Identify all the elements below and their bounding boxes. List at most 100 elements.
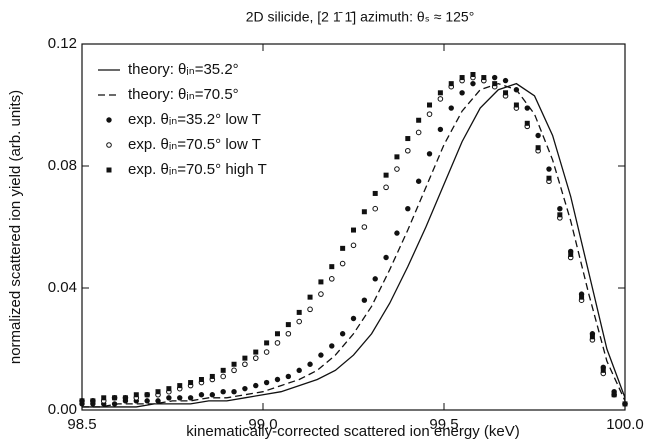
legend-label: exp. θᵢₙ=35.2° low T (128, 111, 261, 128)
legend-label: theory: θᵢₙ=35.2° (128, 61, 239, 78)
marker (383, 172, 389, 178)
marker (144, 392, 150, 398)
series-line (82, 82, 626, 408)
legend-swatch (106, 167, 112, 173)
marker (101, 395, 107, 401)
marker (177, 383, 183, 389)
marker (524, 105, 530, 111)
marker (361, 209, 367, 215)
marker (524, 120, 530, 126)
marker (448, 81, 454, 87)
marker (187, 395, 194, 401)
marker (459, 75, 465, 81)
marker (231, 361, 237, 367)
marker (318, 279, 324, 285)
marker (79, 398, 85, 404)
plot-frame (81, 43, 626, 411)
marker (600, 367, 606, 373)
marker (546, 175, 552, 181)
x-axis-label: kinematically-corrected scattered ion en… (186, 423, 519, 440)
marker (470, 72, 476, 77)
marker (383, 254, 389, 261)
marker (426, 111, 433, 117)
marker (546, 166, 552, 172)
marker (253, 349, 259, 355)
marker (339, 260, 346, 267)
marker (491, 74, 498, 81)
marker (437, 96, 444, 102)
marker (231, 367, 237, 374)
marker (350, 315, 357, 322)
marker (112, 395, 118, 401)
marker (361, 297, 368, 303)
marker (535, 132, 541, 139)
marker (296, 367, 302, 374)
marker (351, 227, 356, 233)
marker (274, 340, 281, 346)
marker (437, 126, 444, 133)
marker (513, 102, 519, 108)
marker (90, 398, 96, 404)
legend-swatch (106, 142, 112, 148)
marker (307, 306, 313, 313)
legend-label: exp. θᵢₙ=70.5° low T (128, 136, 261, 153)
marker (209, 373, 215, 379)
marker (415, 129, 422, 136)
marker (220, 367, 226, 373)
marker (285, 373, 292, 380)
legend-swatch (106, 117, 112, 123)
marker (220, 389, 226, 395)
marker (133, 392, 139, 398)
marker (350, 242, 357, 249)
y-tick-label: 0.12 (48, 35, 77, 52)
marker (372, 190, 378, 196)
marker (242, 361, 248, 368)
marker (252, 355, 259, 361)
marker (415, 178, 422, 184)
marker (307, 361, 313, 367)
marker (568, 251, 574, 257)
x-tick-label: 100.0 (606, 416, 644, 433)
marker (155, 389, 161, 395)
marker (220, 373, 226, 380)
marker (481, 75, 487, 81)
x-tick-label: 99.0 (248, 416, 277, 433)
marker (383, 184, 389, 191)
marker (589, 334, 595, 340)
marker (177, 395, 183, 401)
legend-label: exp. θᵢₙ=70.5° high T (128, 161, 267, 178)
marker (263, 349, 270, 355)
marker (557, 212, 563, 218)
marker (328, 276, 335, 282)
marker (296, 309, 302, 315)
marker (513, 87, 520, 93)
marker (394, 154, 400, 160)
x-tick-label: 98.5 (67, 416, 96, 433)
marker (535, 145, 541, 151)
marker (579, 294, 585, 300)
marker (285, 330, 292, 337)
marker (274, 331, 280, 337)
marker (470, 80, 476, 87)
marker (492, 81, 498, 87)
marker (405, 136, 411, 142)
marker (253, 382, 259, 389)
marker (448, 105, 454, 111)
marker (405, 147, 411, 154)
marker (242, 355, 248, 361)
marker (405, 206, 411, 212)
marker (361, 224, 368, 230)
chart-title: 2D silicide, [2 1̄ 1̄] azimuth: θₛ ≈ 125… (246, 9, 475, 25)
marker (622, 401, 628, 407)
y-tick-label: 0.04 (48, 279, 77, 296)
marker (318, 352, 324, 358)
marker (318, 291, 324, 297)
marker (307, 294, 313, 300)
marker (502, 77, 509, 84)
marker (155, 398, 161, 404)
marker (329, 343, 335, 349)
marker (111, 401, 118, 407)
marker (503, 90, 509, 96)
